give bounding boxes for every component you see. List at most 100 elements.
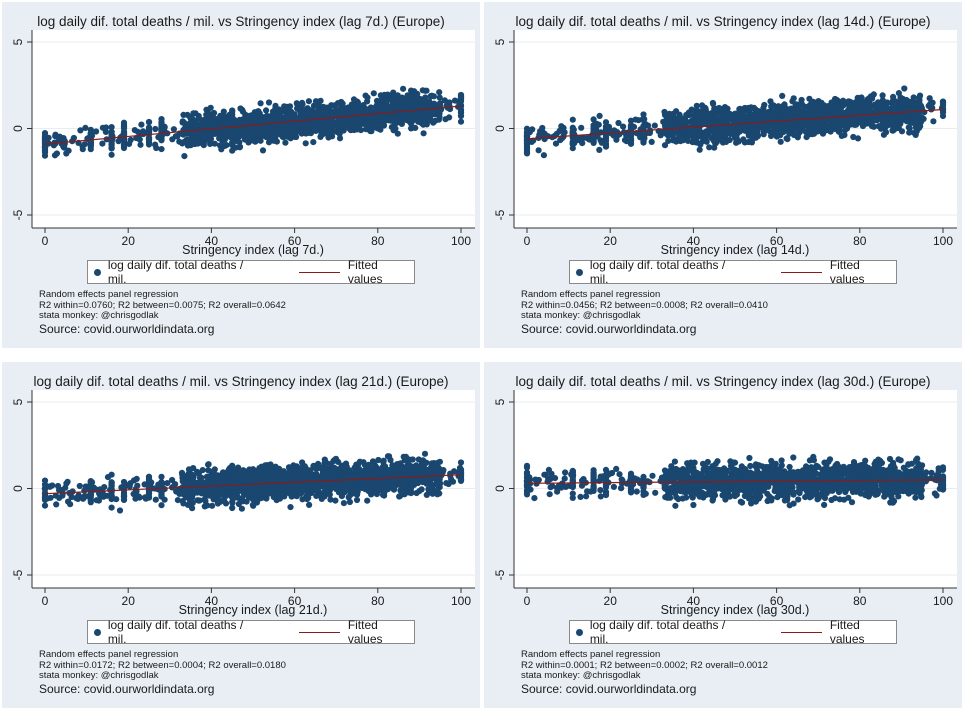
data-point: [358, 484, 365, 491]
data-point: [871, 117, 878, 124]
data-point: [849, 109, 856, 116]
legend: log daily dif. total deaths / mil. Fitted…: [87, 258, 415, 286]
data-point: [96, 492, 104, 499]
data-point: [290, 113, 297, 121]
data-point: [217, 112, 224, 119]
data-point: [198, 474, 205, 481]
data-point: [748, 105, 755, 112]
data-point: [768, 111, 775, 118]
data-point: [768, 103, 775, 110]
data-point: [302, 140, 309, 147]
regression-note: Random effects panel regression R2 within…: [521, 289, 768, 322]
data-point: [373, 97, 381, 104]
data-point: [605, 125, 612, 132]
x-tick-label: 60: [288, 594, 302, 608]
data-point: [108, 124, 115, 131]
x-tick-label: 100: [451, 234, 471, 248]
data-point: [414, 90, 421, 98]
data-point: [408, 98, 415, 105]
data-point: [257, 100, 264, 107]
legend: log daily dif. total deaths / mil. Fitted…: [569, 258, 897, 286]
data-point: [640, 111, 647, 118]
data-point: [884, 99, 891, 106]
data-point: [761, 109, 768, 116]
data-point: [880, 131, 887, 138]
data-point: [201, 137, 208, 144]
data-point: [846, 117, 853, 125]
data-point: [324, 124, 331, 131]
data-point: [724, 116, 731, 123]
x-tick-label: 80: [371, 594, 385, 608]
data-point: [257, 137, 264, 144]
data-point: [387, 115, 394, 122]
x-tick-label: 100: [451, 594, 471, 608]
legend-scatter-label: log daily dif. total deaths / mil.: [107, 258, 244, 286]
x-tick-label: 100: [933, 234, 953, 248]
data-point: [661, 142, 669, 149]
data-point: [558, 123, 565, 130]
data-point: [401, 115, 408, 122]
data-point: [113, 496, 120, 503]
data-point: [190, 110, 197, 117]
data-point: [337, 122, 344, 129]
data-point: [321, 456, 328, 463]
data-point: [229, 119, 236, 126]
data-point: [250, 114, 257, 121]
data-point: [839, 110, 846, 118]
data-point: [189, 505, 196, 512]
data-point: [268, 469, 275, 476]
data-point: [385, 95, 392, 102]
data-point: [689, 120, 696, 127]
data-point: [400, 85, 407, 92]
data-point: [578, 138, 585, 145]
data-point: [287, 108, 295, 115]
data-point: [276, 107, 283, 114]
data-point: [436, 466, 443, 473]
data-point: [253, 127, 261, 134]
data-point: [186, 120, 193, 127]
data-point: [270, 109, 277, 116]
data-point: [306, 501, 313, 508]
data-point: [152, 125, 159, 133]
data-point: [436, 113, 443, 120]
data-point: [891, 123, 899, 130]
data-point: [905, 124, 912, 131]
data-point: [710, 136, 717, 144]
data-point: [41, 477, 49, 484]
note-author: stata monkey: @chrisgodlak: [39, 310, 159, 321]
data-point: [733, 135, 740, 142]
data-point: [176, 138, 183, 145]
legend-scatter-marker: [94, 268, 101, 276]
data-point: [939, 105, 947, 113]
data-point: [351, 108, 358, 115]
data-point: [841, 131, 848, 139]
data-point: [285, 469, 292, 476]
data-point: [60, 143, 67, 150]
data-point: [904, 110, 911, 117]
data-point: [611, 127, 618, 134]
data-point: [161, 496, 168, 503]
data-point: [268, 123, 275, 130]
data-point: [841, 127, 848, 134]
scatter-points: [41, 85, 465, 160]
data-point: [394, 92, 401, 99]
data-point: [761, 101, 768, 109]
data-point: [283, 104, 290, 111]
data-point: [648, 138, 655, 145]
data-point: [346, 468, 353, 475]
y-tick-label: 0: [11, 485, 25, 492]
data-point: [145, 474, 153, 481]
y-tick-label: 0: [11, 125, 25, 132]
legend-fit-label: Fitted values: [347, 258, 383, 286]
data-point: [421, 460, 428, 468]
data-point: [396, 493, 403, 500]
data-point: [280, 468, 287, 475]
data-point: [720, 111, 727, 118]
data-point: [805, 106, 812, 113]
data-point: [404, 456, 411, 463]
data-point: [199, 467, 206, 474]
data-point: [383, 100, 390, 107]
data-point: [239, 498, 246, 505]
y-tick-label: 5: [493, 38, 507, 45]
